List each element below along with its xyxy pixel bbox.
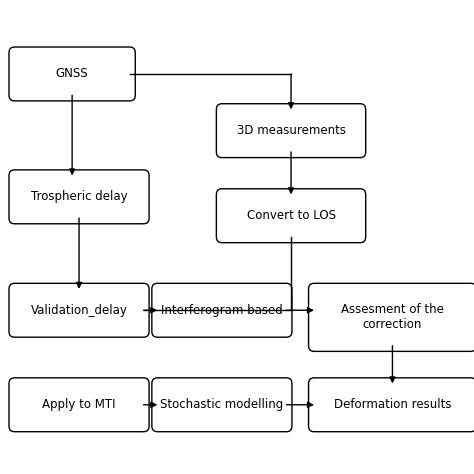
- FancyBboxPatch shape: [152, 283, 292, 337]
- FancyBboxPatch shape: [9, 283, 149, 337]
- Text: Deformation results: Deformation results: [334, 398, 451, 411]
- Text: 3D measurements: 3D measurements: [237, 124, 346, 137]
- Text: Validation_delay: Validation_delay: [31, 304, 128, 317]
- Text: Stochastic modelling: Stochastic modelling: [160, 398, 283, 411]
- Text: Interferogram based: Interferogram based: [161, 304, 283, 317]
- FancyBboxPatch shape: [9, 47, 135, 101]
- FancyBboxPatch shape: [309, 283, 474, 351]
- FancyBboxPatch shape: [216, 104, 366, 157]
- Text: GNSS: GNSS: [56, 67, 89, 81]
- FancyBboxPatch shape: [152, 378, 292, 432]
- FancyBboxPatch shape: [9, 378, 149, 432]
- FancyBboxPatch shape: [216, 189, 366, 243]
- FancyBboxPatch shape: [309, 378, 474, 432]
- Text: Apply to MTI: Apply to MTI: [42, 398, 116, 411]
- Text: Assesment of the
correction: Assesment of the correction: [341, 303, 444, 331]
- Text: Convert to LOS: Convert to LOS: [246, 209, 336, 222]
- Text: Trospheric delay: Trospheric delay: [31, 191, 128, 203]
- FancyBboxPatch shape: [9, 170, 149, 224]
